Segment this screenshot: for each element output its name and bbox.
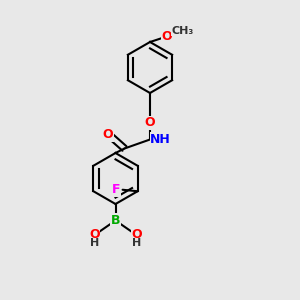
Text: O: O bbox=[145, 116, 155, 130]
Text: O: O bbox=[161, 30, 172, 43]
Text: CH₃: CH₃ bbox=[172, 26, 194, 36]
Text: O: O bbox=[89, 227, 100, 241]
Text: H: H bbox=[90, 238, 99, 248]
Text: NH: NH bbox=[150, 133, 171, 146]
Text: O: O bbox=[131, 227, 142, 241]
Text: O: O bbox=[103, 128, 113, 142]
Text: H: H bbox=[132, 238, 141, 248]
Text: F: F bbox=[112, 183, 120, 196]
Text: B: B bbox=[111, 214, 120, 227]
